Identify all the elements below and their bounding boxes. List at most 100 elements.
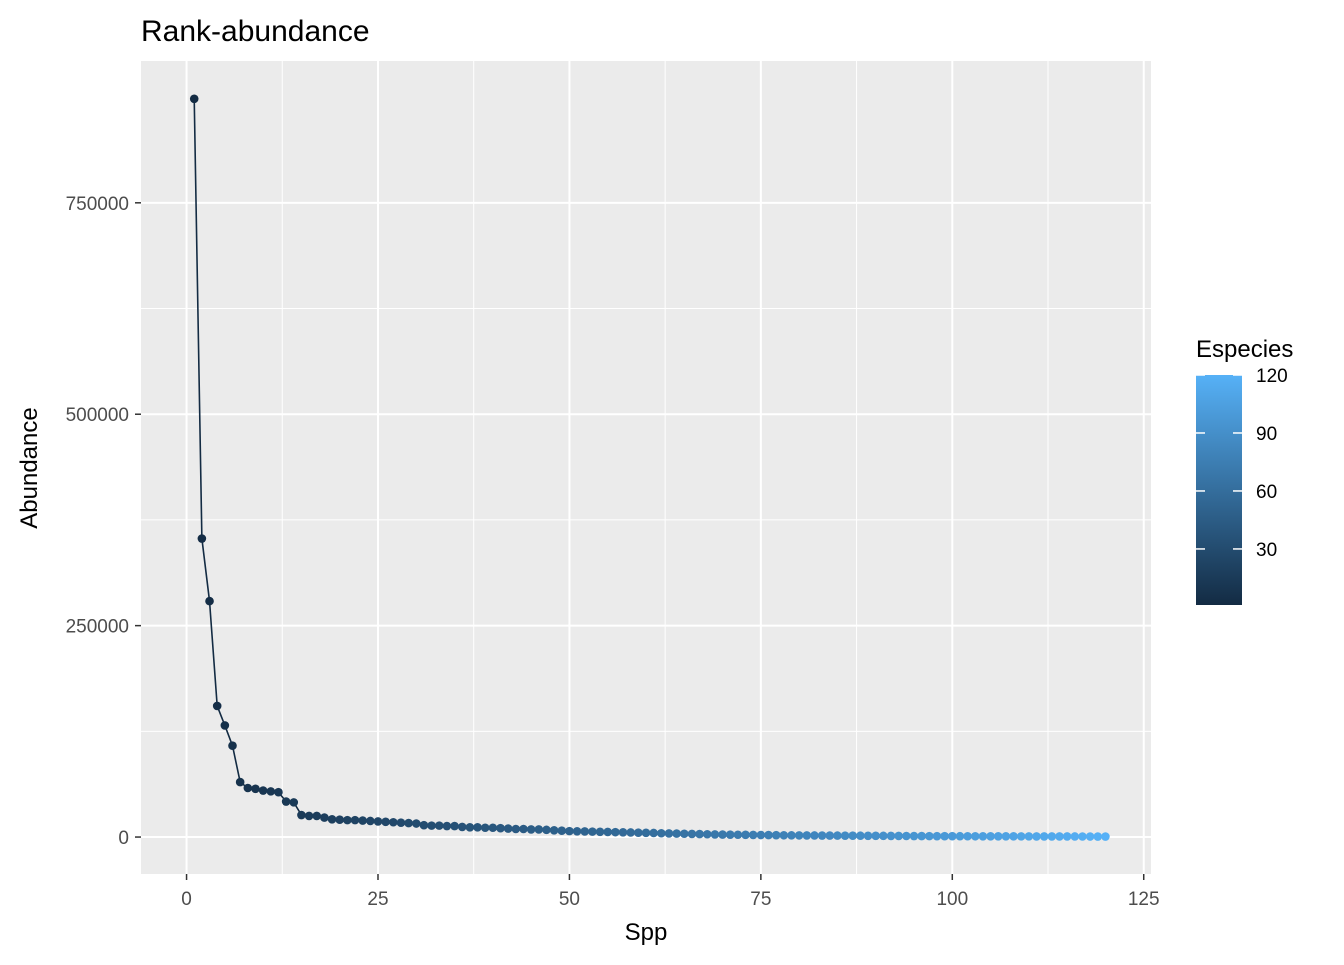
data-point (1055, 832, 1064, 841)
data-point (702, 829, 712, 839)
data-point (1009, 832, 1018, 841)
data-point (381, 817, 390, 827)
data-point (373, 817, 383, 826)
data-point (274, 787, 283, 797)
data-point (672, 829, 681, 838)
data-point (289, 798, 299, 807)
data-point (947, 831, 957, 841)
data-point (649, 828, 658, 838)
data-point (871, 831, 881, 841)
data-point (427, 821, 436, 830)
data-point (366, 816, 375, 826)
data-point (312, 811, 322, 821)
data-point (266, 787, 276, 796)
data-point (863, 831, 873, 841)
data-point (389, 817, 398, 827)
data-point (657, 828, 666, 838)
data-point (205, 596, 214, 606)
data-point (756, 830, 766, 840)
data-point (235, 777, 245, 787)
data-point (955, 831, 965, 841)
data-point (986, 832, 995, 841)
y-tick-label: 750000 (66, 194, 129, 215)
data-point (764, 830, 773, 840)
data-point (595, 827, 605, 837)
data-point (442, 821, 452, 831)
data-point (1078, 832, 1087, 841)
plot-panel (141, 61, 1151, 874)
data-point (519, 824, 528, 834)
data-point (450, 821, 459, 831)
data-point (327, 814, 337, 824)
legend-ticks: 30 60 90 120 (1196, 366, 1288, 561)
data-point (902, 831, 911, 841)
data-point (932, 831, 942, 841)
data-point (549, 825, 559, 835)
data-point (281, 797, 291, 806)
x-axis: 0 25 50 75 100 125 (181, 874, 1160, 910)
data-point (618, 828, 628, 837)
y-tick-label: 0 (118, 828, 129, 849)
data-point (557, 826, 567, 836)
data-point (787, 831, 796, 840)
data-point (840, 831, 850, 840)
data-point (1085, 832, 1095, 841)
data-point (1024, 832, 1034, 841)
data-point (565, 826, 574, 836)
x-tick-label: 25 (367, 889, 388, 910)
data-point (833, 831, 842, 840)
data-point (434, 821, 444, 830)
data-point (733, 830, 743, 840)
grid-minor (141, 61, 1151, 874)
data-point (1062, 832, 1072, 841)
data-points (189, 94, 1110, 841)
data-point (580, 827, 590, 836)
data-point (1039, 832, 1049, 841)
data-point (970, 831, 980, 841)
data-point (718, 830, 727, 839)
data-point (748, 830, 758, 840)
data-point (496, 823, 505, 833)
legend: Especies 30 60 90 120 (1196, 336, 1293, 605)
y-tick-label: 250000 (66, 617, 129, 638)
data-point (465, 823, 475, 832)
data-point (1001, 832, 1011, 841)
data-point (258, 786, 268, 795)
data-point (503, 824, 513, 833)
data-point (1047, 832, 1057, 841)
data-point (779, 830, 789, 840)
data-point (856, 831, 865, 841)
data-point (687, 829, 697, 839)
data-point (304, 811, 314, 821)
legend-tick-label: 60 (1256, 482, 1277, 503)
data-point (802, 831, 812, 840)
data-point (940, 831, 949, 841)
x-tick-label: 0 (181, 889, 192, 910)
data-point (1016, 832, 1026, 841)
data-point (978, 831, 988, 841)
data-point (817, 831, 827, 840)
data-point (480, 823, 490, 833)
data-point (794, 831, 804, 840)
data-point (664, 829, 674, 838)
data-point (297, 810, 306, 820)
x-tick-label: 50 (559, 889, 580, 910)
data-point (197, 534, 207, 543)
data-point (695, 829, 704, 839)
data-point (542, 825, 551, 835)
data-point (343, 815, 352, 825)
data-point (419, 820, 429, 830)
legend-tick-label: 90 (1256, 424, 1277, 445)
data-point (626, 828, 635, 837)
chart-title: Rank-abundance (141, 15, 370, 48)
legend-tick-label: 30 (1256, 540, 1277, 561)
data-point (511, 824, 521, 834)
data-point (848, 831, 858, 840)
legend-title: Especies (1196, 336, 1293, 363)
data-point (886, 831, 896, 841)
data-point (220, 721, 230, 730)
data-point (350, 815, 360, 825)
data-point (534, 825, 544, 834)
data-point (925, 831, 934, 841)
